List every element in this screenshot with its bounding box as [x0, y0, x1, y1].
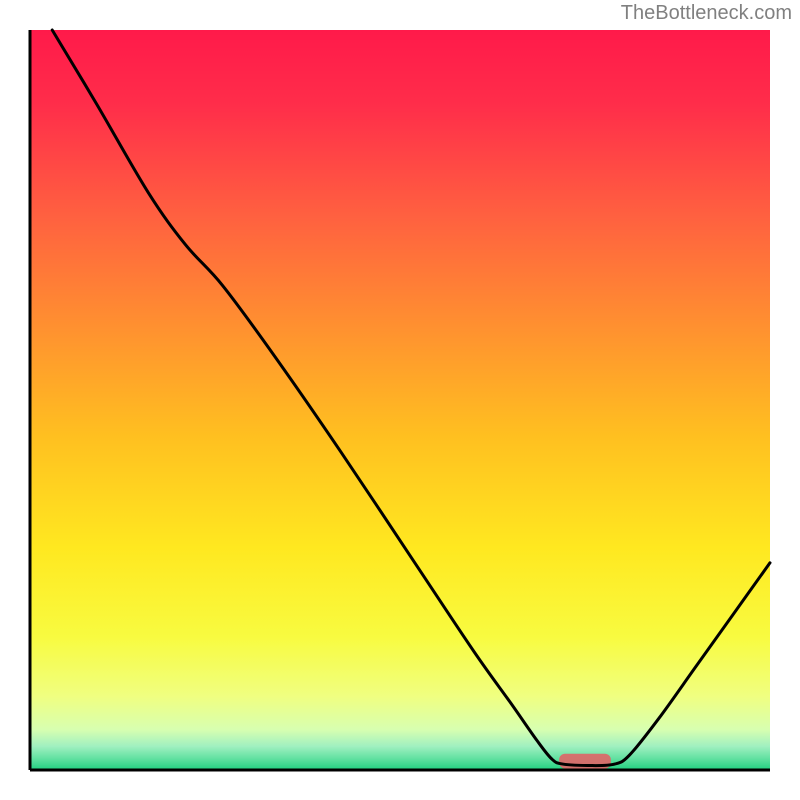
- chart-container: TheBottleneck.com: [0, 0, 800, 800]
- bottleneck-chart: [0, 0, 800, 800]
- plot-background: [30, 30, 770, 770]
- watermark-text: TheBottleneck.com: [621, 2, 792, 25]
